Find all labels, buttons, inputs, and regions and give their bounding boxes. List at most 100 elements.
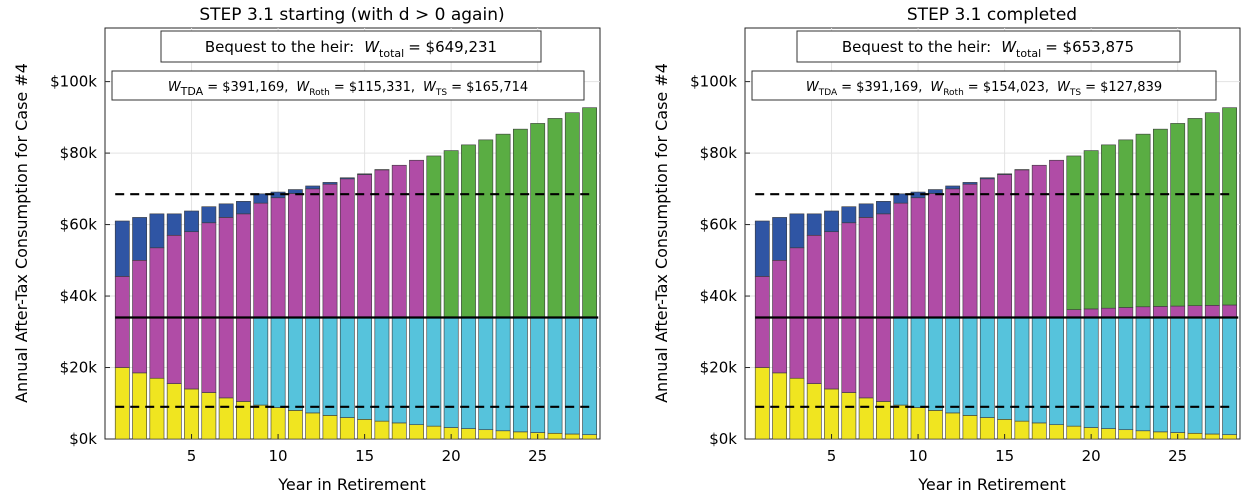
- x-tick-label: 20: [442, 447, 461, 465]
- bar-segment: [270, 197, 286, 318]
- bar-segment: [824, 388, 839, 440]
- bar-segment: [149, 247, 165, 379]
- bar-segment: [1170, 123, 1186, 307]
- bar-segment: [893, 193, 909, 204]
- bar-segment: [409, 159, 424, 318]
- bar-segment: [114, 367, 130, 440]
- bar-segment: [391, 164, 407, 318]
- y-tick-label: $40k: [60, 287, 98, 305]
- y-tick-label: $60k: [700, 216, 738, 234]
- bar-segment: [1014, 169, 1030, 318]
- bar-segment: [495, 133, 511, 318]
- x-tick-label: 5: [827, 447, 837, 465]
- bar-segment: [114, 276, 130, 368]
- bar-segment: [1101, 428, 1116, 440]
- bar-segment: [305, 188, 321, 318]
- bar-segment: [149, 377, 165, 440]
- bar-segment: [547, 432, 563, 440]
- bequest-text: Bequest to the heir: Wtotal = $649,231: [205, 38, 497, 60]
- bar-segment: [1170, 317, 1186, 433]
- breakdown-text: WTDA = $391,169, WRoth = $115,331, WTS = $165…: [168, 80, 528, 98]
- bar-segment: [322, 182, 338, 185]
- bar-segment: [1049, 317, 1064, 426]
- bar-segment: [754, 220, 770, 277]
- bar-segment: [461, 428, 476, 440]
- bar-segment: [927, 317, 943, 411]
- bar-segment: [530, 317, 546, 433]
- x-tick-label: 25: [1168, 447, 1187, 465]
- bar-segment: [997, 317, 1013, 420]
- bequest-label: Bequest to the heir:: [205, 38, 354, 56]
- bar-segment: [184, 388, 199, 440]
- bequest-label: Bequest to the heir:: [842, 38, 991, 56]
- bar-segment: [858, 217, 874, 399]
- bar-segment: [426, 425, 442, 440]
- bar-segment: [305, 185, 321, 190]
- bar-segment: [564, 317, 580, 435]
- bar-segment: [564, 112, 580, 318]
- chart-title: STEP 3.1 completed: [907, 5, 1077, 25]
- bar-segment: [149, 213, 165, 249]
- bar-segment: [478, 317, 494, 431]
- y-tick-label: $60k: [60, 216, 98, 234]
- bar-segment: [547, 118, 563, 318]
- x-tick-label: 25: [528, 447, 547, 465]
- y-axis-ticks: $0k $20k $40k $60k $80k $100k: [50, 73, 110, 448]
- bar-segment: [253, 202, 269, 318]
- bar-segment: [1152, 128, 1168, 307]
- bar-segment: [253, 193, 269, 204]
- y-axis-label: Annual After-Tax Consumption for Case #4: [652, 63, 671, 403]
- bar-segment: [374, 420, 390, 440]
- y-tick-label: $40k: [700, 287, 738, 305]
- bar-segment: [1152, 431, 1168, 440]
- bar-segment: [443, 150, 459, 318]
- bequest-value: = $649,231: [408, 38, 497, 56]
- bar-segment: [841, 222, 857, 393]
- bar-segment: [789, 377, 805, 440]
- bar-segment: [287, 189, 303, 194]
- bar-segment: [910, 317, 926, 408]
- bar-segment: [945, 188, 961, 318]
- bar-segment: [166, 234, 182, 384]
- bar-segment: [1204, 305, 1220, 318]
- bequest-var: W: [364, 38, 380, 56]
- bar-segment: [218, 203, 234, 218]
- bar-segment: [287, 193, 303, 318]
- bar-segment: [1066, 317, 1082, 427]
- bar-segment: [1101, 144, 1116, 309]
- bar-segment: [478, 139, 494, 318]
- bar-segment: [806, 213, 822, 236]
- y-tick-label: $100k: [690, 73, 737, 91]
- y-axis-ticks: $0k $20k $40k $60k $80k $100k: [690, 73, 750, 448]
- bequest-value: = $653,875: [1045, 38, 1134, 56]
- bar-segment: [236, 201, 251, 215]
- chart-panel-left: $0k $20k $40k $60k $80k $100k 5 10 15 20 25 STEP …: [12, 5, 601, 494]
- bar-segment: [426, 317, 442, 427]
- bar-segment: [1204, 112, 1220, 306]
- bar-segment: [841, 392, 857, 440]
- bar-segment: [495, 430, 511, 440]
- bar-segment: [945, 317, 961, 414]
- bar-segment: [876, 201, 891, 215]
- bar-segment: [166, 213, 182, 236]
- bar-segment: [236, 213, 251, 402]
- bar-segment: [1066, 425, 1082, 440]
- x-axis-ticks: 5 10 15 20 25: [827, 434, 1187, 465]
- bar-segment: [201, 392, 217, 440]
- x-tick-label: 10: [269, 447, 288, 465]
- bar-segment: [1187, 432, 1203, 440]
- y-axis-label: Annual After-Tax Consumption for Case #4: [12, 63, 31, 403]
- bar-segment: [287, 317, 303, 411]
- bar-segment: [997, 174, 1013, 318]
- bar-segment: [322, 183, 338, 318]
- bar-segment: [184, 210, 199, 233]
- bar-segment: [1031, 164, 1047, 318]
- bar-segment: [1135, 317, 1151, 432]
- bar-segment: [858, 203, 874, 218]
- bar-segment: [893, 317, 909, 406]
- reference-lines: [755, 193, 1239, 408]
- bar-segment: [1152, 317, 1168, 433]
- bar-segment: [841, 206, 857, 224]
- chart-title: STEP 3.1 starting (with d > 0 again): [199, 5, 504, 25]
- bequest-text: Bequest to the heir: Wtotal = $653,875: [842, 38, 1134, 60]
